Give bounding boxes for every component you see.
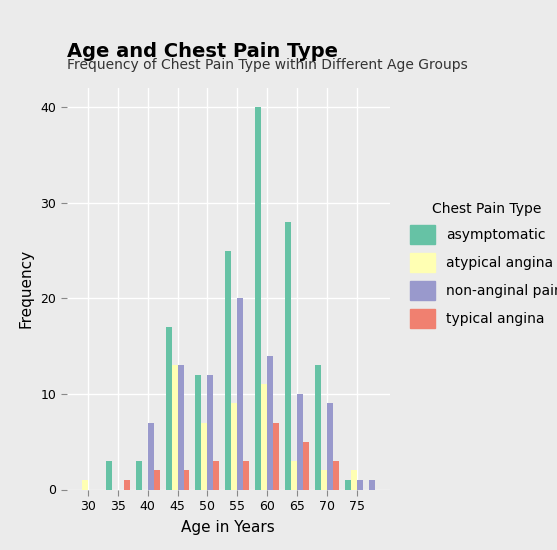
Bar bbox=[148, 422, 154, 490]
Bar bbox=[178, 365, 183, 490]
Bar bbox=[315, 365, 321, 490]
Bar bbox=[321, 470, 327, 490]
Bar bbox=[196, 375, 202, 490]
Bar bbox=[231, 404, 237, 490]
Bar bbox=[207, 375, 213, 490]
Legend: asymptomatic, atypical angina, non-anginal pain, typical angina: asymptomatic, atypical angina, non-angin… bbox=[403, 195, 557, 335]
Text: Frequency of Chest Pain Type within Different Age Groups: Frequency of Chest Pain Type within Diff… bbox=[67, 58, 467, 72]
Bar bbox=[291, 461, 297, 490]
Bar bbox=[82, 480, 88, 490]
Bar bbox=[226, 250, 231, 490]
Bar bbox=[333, 461, 339, 490]
Bar bbox=[303, 442, 309, 490]
Bar bbox=[357, 480, 363, 490]
Y-axis label: Frequency: Frequency bbox=[18, 249, 33, 328]
Bar bbox=[237, 298, 243, 490]
X-axis label: Age in Years: Age in Years bbox=[182, 520, 275, 535]
Bar bbox=[369, 480, 375, 490]
Bar bbox=[202, 422, 207, 490]
Bar bbox=[136, 461, 141, 490]
Bar bbox=[124, 480, 130, 490]
Bar bbox=[172, 365, 178, 490]
Bar bbox=[297, 394, 303, 490]
Bar bbox=[351, 470, 357, 490]
Bar bbox=[213, 461, 219, 490]
Bar bbox=[243, 461, 250, 490]
Text: Age and Chest Pain Type: Age and Chest Pain Type bbox=[67, 42, 338, 62]
Bar bbox=[106, 461, 112, 490]
Bar bbox=[183, 470, 189, 490]
Bar bbox=[357, 480, 363, 490]
Bar bbox=[267, 356, 273, 490]
Bar bbox=[255, 107, 261, 490]
Bar bbox=[273, 422, 279, 490]
Bar bbox=[285, 222, 291, 490]
Bar bbox=[261, 384, 267, 490]
Bar bbox=[154, 470, 159, 490]
Bar bbox=[345, 480, 351, 490]
Bar bbox=[165, 327, 172, 490]
Bar bbox=[327, 404, 333, 490]
